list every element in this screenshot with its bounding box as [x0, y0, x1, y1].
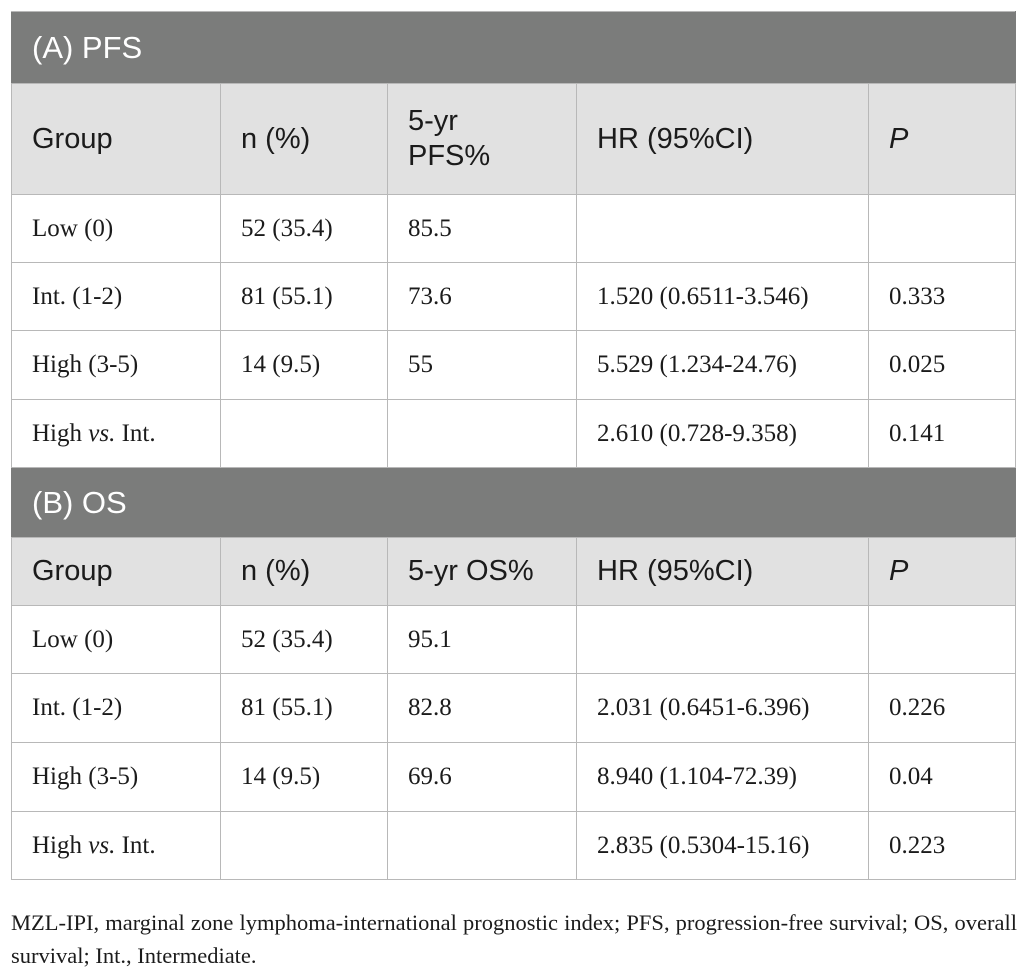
header-hr: HR (95%CI) [576, 537, 869, 606]
header-row: Group n (%) 5-yr PFS% HR (95%CI) P [11, 83, 1017, 195]
cell-p: 0.04 [867, 742, 1017, 812]
table-row: High (3-5) 14 (9.5) 69.6 8.940 (1.104-72… [11, 742, 1017, 812]
cell-p [867, 605, 1017, 674]
cell-n: 14 (9.5) [220, 742, 388, 812]
cell-group-vs: vs. [88, 831, 116, 859]
cell-rate: 69.6 [387, 742, 577, 812]
cell-group-suffix: Int. [115, 419, 156, 447]
cell-p: 0.333 [867, 262, 1017, 331]
header-rate: 5-yr PFS% [387, 83, 577, 195]
cell-hr: 2.031 (0.6451-6.396) [576, 673, 869, 743]
cell-n: 52 (35.4) [220, 605, 388, 674]
header-p: P [867, 537, 1017, 606]
cell-hr: 2.610 (0.728-9.358) [576, 399, 869, 468]
results-table-container: (A) PFS Group n (%) 5-yr PFS% HR (95%CI)… [10, 11, 1017, 880]
table-row: Int. (1-2) 81 (55.1) 82.8 2.031 (0.6451-… [11, 673, 1017, 743]
cell-group-vs: vs. [88, 419, 116, 447]
cell-p: 0.025 [867, 330, 1017, 400]
cell-group-prefix: High [32, 831, 89, 859]
section-title-row: (B) OS [10, 467, 1017, 538]
cell-group: High vs. Int. [11, 811, 221, 880]
header-group: Group [11, 83, 221, 195]
cell-rate: 55 [387, 330, 577, 400]
table-row: Low (0) 52 (35.4) 95.1 [11, 605, 1017, 674]
cell-hr: 2.835 (0.5304-15.16) [576, 811, 869, 880]
header-group: Group [11, 537, 221, 606]
cell-group: Low (0) [11, 605, 221, 674]
header-n: n (%) [220, 537, 388, 606]
cell-hr [576, 194, 869, 263]
cell-p: 0.141 [867, 399, 1017, 468]
header-hr: HR (95%CI) [576, 83, 869, 195]
cell-rate [387, 811, 577, 880]
table-row: High vs. Int. 2.835 (0.5304-15.16) 0.223 [11, 811, 1017, 880]
header-rate: 5-yr OS% [387, 537, 577, 606]
cell-n [220, 399, 388, 468]
table-row: High (3-5) 14 (9.5) 55 5.529 (1.234-24.7… [11, 330, 1017, 400]
cell-n: 81 (55.1) [220, 262, 388, 331]
cell-group: Int. (1-2) [11, 673, 221, 743]
cell-hr: 5.529 (1.234-24.76) [576, 330, 869, 400]
cell-group: Low (0) [11, 194, 221, 263]
header-rate-text: 5-yr PFS% [408, 105, 491, 172]
table-row: Low (0) 52 (35.4) 85.5 [11, 194, 1017, 263]
cell-hr: 1.520 (0.6511-3.546) [576, 262, 869, 331]
header-row: Group n (%) 5-yr OS% HR (95%CI) P [11, 537, 1017, 606]
cell-rate: 82.8 [387, 673, 577, 743]
cell-group: High (3-5) [11, 330, 221, 400]
cell-p: 0.223 [867, 811, 1017, 880]
results-table: (A) PFS Group n (%) 5-yr PFS% HR (95%CI)… [10, 11, 1017, 880]
cell-rate: 95.1 [387, 605, 577, 674]
cell-group-suffix: Int. [115, 831, 156, 859]
header-n: n (%) [220, 83, 388, 195]
cell-group: High vs. Int. [11, 399, 221, 468]
cell-rate [387, 399, 577, 468]
cell-n: 52 (35.4) [220, 194, 388, 263]
cell-hr [576, 605, 869, 674]
cell-n: 14 (9.5) [220, 330, 388, 400]
cell-rate: 85.5 [387, 194, 577, 263]
cell-n [220, 811, 388, 880]
cell-rate: 73.6 [387, 262, 577, 331]
cell-group-prefix: High [32, 419, 89, 447]
cell-n: 81 (55.1) [220, 673, 388, 743]
cell-p [867, 194, 1017, 263]
table-row: High vs. Int. 2.610 (0.728-9.358) 0.141 [11, 399, 1017, 468]
header-p: P [867, 83, 1017, 195]
cell-p: 0.226 [867, 673, 1017, 743]
section-title-row: (A) PFS [10, 11, 1017, 84]
cell-group: Int. (1-2) [11, 262, 221, 331]
cell-hr: 8.940 (1.104-72.39) [576, 742, 869, 812]
table-footnote: MZL-IPI, marginal zone lymphoma-internat… [11, 910, 1017, 968]
section-title: (B) OS [10, 467, 1017, 538]
table-row: Int. (1-2) 81 (55.1) 73.6 1.520 (0.6511-… [11, 262, 1017, 331]
section-title: (A) PFS [10, 11, 1017, 84]
cell-group: High (3-5) [11, 742, 221, 812]
